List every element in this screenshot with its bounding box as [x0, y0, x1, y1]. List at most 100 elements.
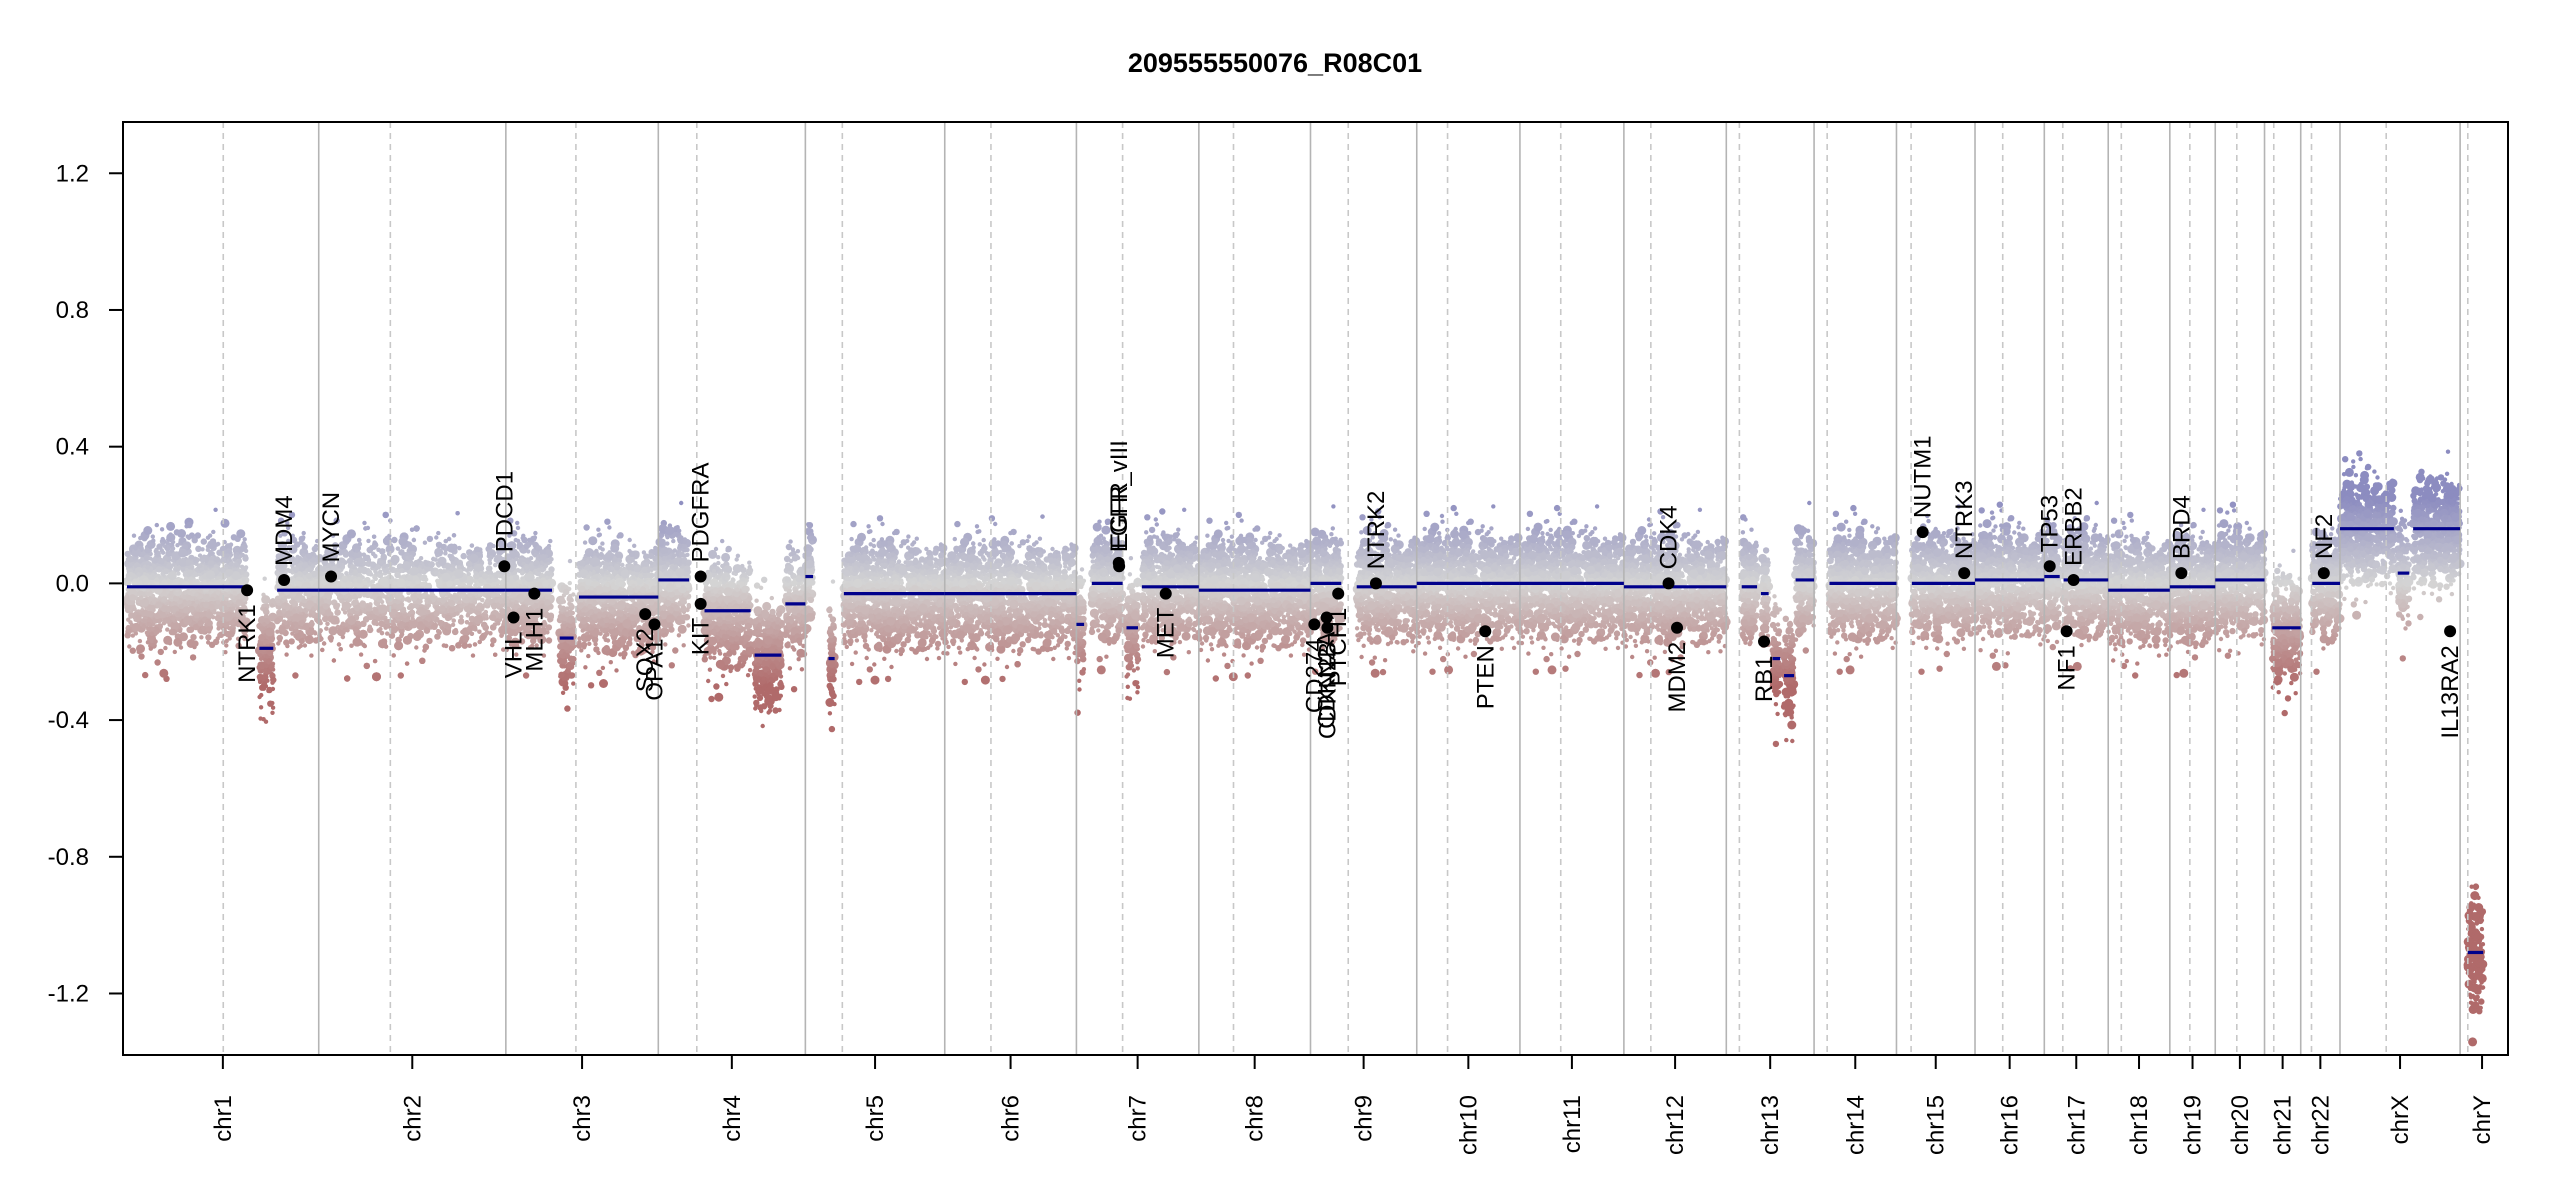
probe-point [178, 612, 182, 616]
probe-point [442, 573, 451, 582]
probe-point [488, 574, 492, 578]
probe-point [240, 545, 246, 551]
probe-point [307, 630, 311, 634]
probe-point [187, 600, 191, 604]
probe-point [168, 571, 177, 580]
probe-point [349, 569, 353, 573]
probe-point [161, 551, 165, 555]
probe-point [544, 564, 548, 568]
probe-point [382, 564, 386, 568]
probe-point [190, 634, 196, 640]
probe-point [394, 641, 403, 650]
probe-point [473, 583, 477, 587]
probe-point [334, 609, 340, 615]
probe-point [135, 615, 141, 621]
probe-point [201, 558, 205, 562]
probe-point [139, 595, 143, 599]
probe-point [356, 635, 360, 639]
probe-point [204, 566, 208, 570]
probe-point [436, 542, 442, 548]
probe-point [404, 626, 408, 630]
probe-point [468, 644, 472, 648]
probe-point [527, 538, 531, 542]
probe-point [148, 556, 152, 560]
probe-point [348, 596, 352, 600]
probe-point [356, 621, 360, 625]
probe-point [412, 538, 416, 542]
probe-point [166, 522, 175, 531]
probe-point [377, 628, 381, 632]
probe-point [303, 599, 307, 603]
probe-point [306, 573, 312, 579]
probe-point [195, 532, 201, 538]
probe-point [173, 650, 177, 654]
probe-point [569, 672, 575, 678]
probe-point [419, 658, 425, 664]
probe-point [233, 591, 237, 595]
probe-point [452, 629, 458, 635]
probe-point [333, 618, 339, 624]
probe-point [544, 599, 550, 605]
probe-point [364, 663, 370, 669]
probe-point [362, 553, 366, 557]
probe-point [261, 595, 270, 604]
probe-point [568, 581, 572, 585]
probe-point [358, 594, 362, 598]
probe-point [146, 565, 150, 569]
probe-point [171, 540, 175, 544]
probe-point [378, 604, 387, 613]
probe-point [188, 627, 194, 633]
probe-point [303, 571, 307, 575]
probe-point [438, 557, 447, 566]
probe-point [565, 613, 569, 617]
probe-point [449, 645, 455, 651]
chart-title: 209555550076_R08C01 [1128, 48, 1422, 78]
probe-point [151, 534, 155, 538]
probe-point [195, 600, 199, 604]
probe-point [349, 644, 353, 648]
probe-point [319, 637, 323, 641]
probe-point [439, 605, 445, 611]
probe-point [325, 622, 329, 626]
probe-point [394, 572, 400, 578]
probe-point [473, 598, 477, 602]
probe-point [413, 525, 419, 531]
probe-point [179, 632, 188, 641]
probe-point [282, 609, 286, 613]
probe-point [185, 560, 191, 566]
probe-point [547, 558, 551, 562]
probe-point [281, 604, 285, 608]
probe-point [193, 557, 197, 561]
probe-point [162, 597, 166, 601]
probe-point [533, 531, 537, 535]
probe-point [221, 519, 230, 528]
probe-point [152, 557, 158, 563]
probe-point [380, 577, 389, 586]
probe-point [448, 554, 452, 558]
probe-point [400, 632, 404, 636]
probe-point [143, 619, 147, 623]
probe-point [311, 564, 315, 568]
probe-point [223, 592, 227, 596]
probe-point [513, 571, 517, 575]
probe-point [463, 635, 469, 641]
probe-point [490, 643, 494, 647]
probe-point [571, 611, 575, 615]
probe-point [165, 590, 169, 594]
probe-point [213, 639, 219, 645]
probe-point [462, 642, 468, 648]
probe-point [540, 554, 546, 560]
probe-point [262, 622, 266, 626]
probe-point [262, 607, 268, 613]
probe-point [477, 630, 481, 634]
probe-point [409, 555, 413, 559]
probe-point [468, 593, 472, 597]
probe-point [371, 579, 375, 583]
probe-point [225, 639, 229, 643]
probe-point [339, 647, 343, 651]
probe-point [454, 579, 460, 585]
probe-point [413, 632, 422, 641]
probe-point [266, 687, 272, 693]
probe-point [326, 595, 330, 599]
probe-point [379, 561, 383, 565]
